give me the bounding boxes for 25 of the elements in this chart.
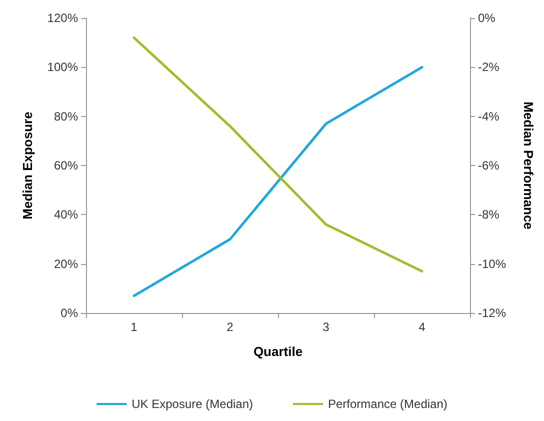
legend-label: Performance (Median) <box>328 397 448 411</box>
y2-axis-title: Median Performance <box>521 102 536 230</box>
y-tick-label: 0% <box>60 306 78 320</box>
line-series <box>132 36 424 272</box>
y-tick-label: 80% <box>54 109 78 124</box>
y2-tick-label: -12% <box>478 306 506 320</box>
y-axis-title: Median Exposure <box>20 112 35 220</box>
x-tick-label: 1 <box>130 320 138 334</box>
legend-label: UK Exposure (Median) <box>132 397 254 411</box>
x-axis-title: Quartile <box>253 344 303 359</box>
line-series <box>132 66 424 298</box>
x-tick-label: 2 <box>226 320 234 334</box>
y2-tick-label: -10% <box>478 256 506 271</box>
y2-tick-label: -4% <box>478 109 500 124</box>
y-tick-label: 40% <box>54 208 78 222</box>
y-tick-label: 120% <box>47 11 78 25</box>
y2-tick-label: 0% <box>478 11 496 25</box>
y2-tick-label: -2% <box>478 60 500 74</box>
y-tick-label: 100% <box>47 60 78 74</box>
y-tick-label: 60% <box>54 158 78 172</box>
y-tick-label: 20% <box>54 256 78 271</box>
x-tick-label: 4 <box>418 320 426 334</box>
y2-tick-label: -8% <box>478 208 500 222</box>
y2-tick-label: -6% <box>478 158 500 172</box>
x-tick-label: 3 <box>322 320 330 334</box>
